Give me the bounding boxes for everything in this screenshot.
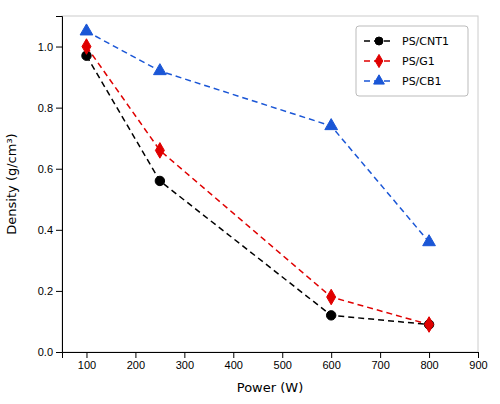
tick-label: 100 [78,359,96,371]
chart: 1002003004005006007008009000.00.20.40.60… [0,0,500,404]
point [80,24,93,35]
tick-mark [282,352,283,358]
legend-marker [374,75,385,84]
plot-frame [62,16,478,352]
tick-label: 0.8 [38,102,53,114]
tick-mark [56,352,62,353]
tick-label: 0.6 [38,163,53,175]
tick-mark [56,169,62,170]
tick-mark [56,291,62,292]
tick-mark [56,108,62,109]
tick: 1.0 [38,41,62,53]
legend-item: PS/CNT1 [364,35,449,48]
tick-mark [380,352,381,358]
point [154,64,167,75]
legend-item: PS/CB1 [364,75,442,88]
point [325,119,338,130]
tick-label: 500 [274,359,292,371]
legend-marker [375,37,383,45]
tick: 0.6 [38,163,62,175]
tick-label: 700 [371,359,389,371]
point [155,176,164,185]
legend-label: PS/G1 [402,55,435,68]
tick-label: 400 [225,359,243,371]
tick-label: 800 [420,359,438,371]
tick: 0.0 [38,346,62,358]
legend-marker [375,54,383,67]
legend-label: PS/CB1 [402,75,442,88]
tick: 400 [225,352,243,371]
tick-mark [478,352,479,358]
point [425,317,434,333]
tick-label: 200 [127,359,145,371]
series-line [86,31,429,242]
point [327,289,336,305]
tick: 900 [469,352,487,371]
legend-item: PS/G1 [364,54,435,67]
tick: 100 [78,352,96,371]
tick: 200 [127,352,145,371]
tick: 700 [371,352,389,371]
y-axis-title: Density (g/cm³) [4,133,19,234]
tick: 0.2 [38,285,62,297]
tick-label: 600 [322,359,340,371]
tick-label: 300 [176,359,194,371]
tick-mark [233,352,234,358]
tick: 300 [176,352,194,371]
tick-mark [429,352,430,358]
point [155,143,164,159]
tick-mark [56,230,62,231]
legend-label: PS/CNT1 [402,35,449,48]
tick-label: 900 [469,359,487,371]
tick-mark [56,47,62,48]
tick-mark [184,352,185,358]
tick: 0.4 [38,224,62,236]
plot: 1002003004005006007008009000.00.20.40.60… [38,16,488,371]
tick-label: 0.4 [38,224,53,236]
axis-line [56,17,63,353]
legend: PS/CNT1 PS/G1 PS/CB1 [356,26,468,96]
x-axis-title: Power (W) [237,380,303,395]
point [82,39,91,55]
tick-label: 0.0 [38,346,53,358]
tick: 500 [274,352,292,371]
tick-mark [331,352,332,358]
y-axis: 0.0 0.2 0.4 0.6 0.8 1.0 [38,17,63,359]
legend-box [356,26,468,96]
tick-label: 1.0 [38,41,53,53]
tick: 600 [322,352,340,371]
tick-mark [135,352,136,358]
tick-label: 0.2 [38,285,53,297]
axis-line [63,353,479,359]
x-axis: 100 200 300 400 500 600 700 800 900 [63,352,488,371]
point [326,311,335,320]
point [423,235,436,246]
tick: 0.8 [38,102,62,114]
tick-mark [86,352,87,358]
tick: 800 [420,352,438,371]
